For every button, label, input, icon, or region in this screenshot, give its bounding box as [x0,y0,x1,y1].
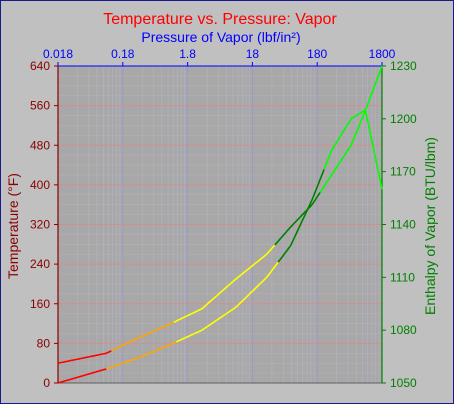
y-right-axis-label: Enthalpy of Vapor (BTU/lbm) [422,137,438,315]
plot-area: 0.018 0.18 1.8 18 180 1800 0 80 160 240 320 400 480 5… [30,47,417,390]
y-right-tick-label: 1110 [390,270,415,284]
x-tick-label: 0.018 [43,47,73,61]
x-tick-label: 1800 [369,47,396,61]
y-left-tick-label: 240 [30,257,50,271]
y-left-axis-label: Temperature (°F) [5,173,21,279]
y-left-tick-label: 560 [30,99,50,113]
y-right-tick-label: 1140 [390,218,416,232]
enthalpy-series-segment-5 [323,109,383,190]
y-right-tick-label: 1200 [390,112,417,126]
x-tick-label: 1.8 [179,47,196,61]
enthalpy-series-segment-2 [106,341,177,370]
enthalpy-series-segment-1 [57,368,107,384]
y-right-tick-label: 1080 [390,323,417,337]
y-right-tick-label: 1050 [390,376,417,390]
enthalpy-series-segment-4 [277,169,325,263]
chart-title: Temperature vs. Pressure: Vapor [103,11,337,28]
y-left-tick-label: 160 [30,297,50,311]
x-tick-label: 0.18 [111,47,135,61]
y-left-tick-label: 640 [30,59,50,73]
y-left-tick-label: 400 [30,178,50,192]
enthalpy-series-segment-3 [175,261,279,343]
temperature-series-segment-3 [173,244,276,324]
y-right-tick-label: 1230 [390,59,417,73]
temperature-series-segment-2 [111,321,175,352]
temperature-series-segment-5 [319,65,383,193]
y-left-tick-label: 320 [30,218,50,232]
y-right-tick-label: 1170 [390,165,416,179]
x-tick-label: 180 [307,47,327,61]
x-top-axis-label: Pressure of Vapor (lbf/in²) [141,29,300,45]
y-left-tick-label: 0 [43,376,50,390]
temperature-series-segment-1 [57,350,112,364]
y-left-tick-label: 80 [37,336,51,350]
temperature-series-segment-4 [274,191,321,246]
x-tick-label: 18 [246,47,260,61]
y-left-tick-label: 480 [30,138,50,152]
